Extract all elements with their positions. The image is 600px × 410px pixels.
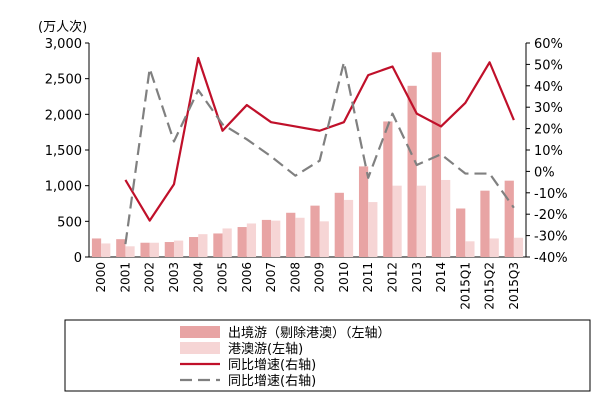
bar (246, 223, 257, 257)
bar (383, 121, 393, 257)
legend-label: 同比增速(右轴) (228, 358, 316, 373)
x-tick-label: 2003 (167, 262, 181, 293)
x-tick-label: 2007 (264, 262, 278, 293)
right-tick-label: -10% (534, 187, 568, 202)
bar (343, 199, 354, 257)
x-tick-label: 2004 (191, 262, 205, 293)
bar (334, 192, 344, 257)
legend-label: 出境游（剔除港澳）（左轴） (228, 325, 391, 341)
bar (480, 190, 490, 257)
legend-swatch (180, 342, 220, 354)
axes (85, 42, 530, 258)
bar (295, 217, 305, 257)
bar (358, 166, 369, 257)
right-tick-label: 40% (534, 80, 563, 95)
legend: 出境游（剔除港澳）（左轴）港澳游(左轴)同比增速(右轴)同比增速(右轴) (64, 319, 591, 392)
x-tick-label: 2002 (143, 262, 157, 293)
bar (465, 241, 475, 257)
bar (392, 185, 402, 257)
dashed-growth-line (124, 61, 515, 245)
bar (407, 85, 417, 257)
bar (271, 220, 281, 257)
bar (222, 228, 232, 257)
bar (164, 242, 174, 257)
x-tick-label: 2005 (216, 262, 230, 293)
bar (310, 205, 320, 257)
legend-box (64, 319, 591, 392)
bar (116, 239, 126, 257)
left-tick-label: 0 (74, 251, 82, 266)
bar (431, 52, 442, 258)
bar (416, 185, 426, 257)
bar (173, 240, 184, 257)
left-tick-label: 2,500 (45, 73, 82, 88)
left-tick-label: 1,500 (45, 144, 82, 159)
x-tick-label: 2000 (94, 262, 108, 293)
x-tick-label: 2013 (410, 262, 424, 293)
right-tick-label: 10% (534, 144, 563, 159)
bar (237, 227, 247, 257)
x-tick-label: 2008 (288, 262, 302, 293)
right-tick-label: 50% (534, 58, 563, 73)
bar (198, 234, 208, 257)
bar (319, 221, 329, 257)
left-tick-label: 2,000 (45, 108, 82, 123)
legend-swatch (180, 326, 220, 338)
left-tick-label: 3,000 (45, 37, 82, 52)
bar (140, 242, 150, 257)
right-tick-label: 0% (534, 165, 555, 180)
bar (286, 212, 296, 257)
x-tick-label: 2015Q1 (458, 262, 472, 310)
right-tick-label: 20% (534, 123, 563, 138)
right-tick-label: -40% (534, 251, 568, 266)
x-tick-label: 2012 (385, 262, 399, 293)
bar (125, 246, 135, 257)
bar (91, 238, 102, 257)
legend-label: 同比增速(右轴) (228, 374, 316, 389)
x-tick-label: 2001 (118, 262, 132, 293)
bar (489, 238, 499, 257)
bar (189, 237, 199, 257)
x-tick-label: 2014 (434, 262, 448, 293)
left-tick-label: 1,000 (45, 180, 82, 195)
bar (149, 242, 159, 257)
bar (504, 180, 514, 257)
bar (213, 233, 223, 257)
x-tick-label: 2015Q3 (507, 262, 521, 310)
x-tick-label: 2009 (313, 262, 327, 293)
left-tick-label: 500 (57, 215, 82, 230)
x-tick-label: 2011 (361, 262, 375, 293)
bar (368, 202, 378, 257)
x-tick-label: 2006 (240, 262, 254, 293)
bar (456, 208, 466, 257)
bar (513, 237, 524, 257)
legend-label: 港澳游(左轴) (228, 341, 303, 357)
bar (261, 219, 272, 257)
x-tick-label: 2010 (337, 262, 351, 293)
bar (101, 243, 111, 257)
right-tick-label: -20% (534, 208, 568, 223)
tick-labels: 0 500 1,000 1,500 2,000 2,500 3,000 -40% -30% -20… (45, 37, 568, 310)
left-unit-label: (万人次) (38, 19, 87, 35)
x-tick-label: 2015Q2 (483, 262, 497, 310)
line-series (124, 56, 515, 245)
right-tick-label: 30% (534, 101, 563, 116)
right-tick-label: -30% (534, 230, 568, 245)
solid-growth-line (124, 56, 515, 222)
bar (441, 179, 451, 257)
bar-series (91, 52, 524, 258)
right-tick-label: 60% (534, 37, 563, 52)
